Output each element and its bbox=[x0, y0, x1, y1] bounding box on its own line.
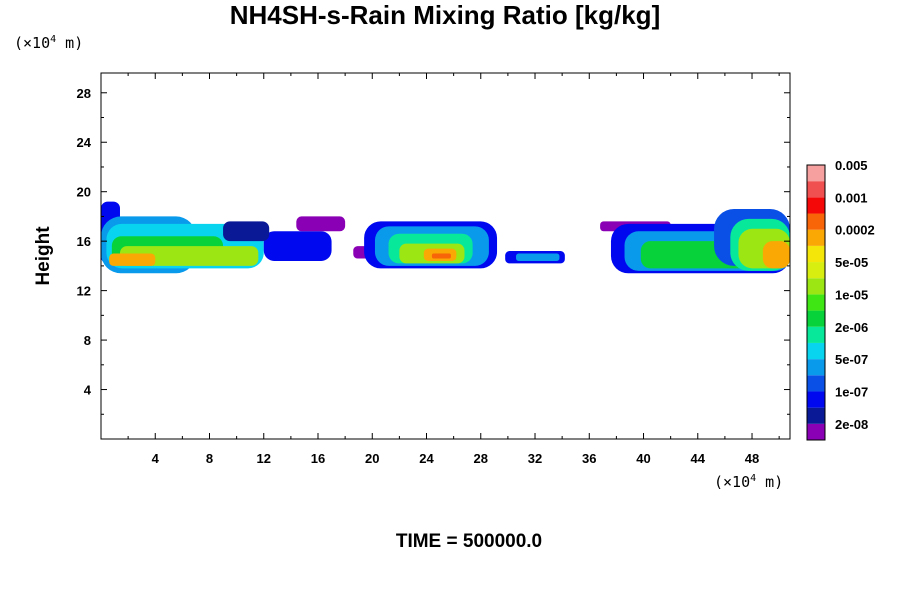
colorbar-label: 2e-06 bbox=[835, 320, 868, 335]
y-tick-label: 12 bbox=[77, 284, 91, 299]
colorbar-frame bbox=[806, 164, 826, 441]
colorbar-label: 0.001 bbox=[835, 190, 868, 205]
colorbar-swatch bbox=[807, 407, 825, 424]
colorbar-swatch bbox=[807, 375, 825, 392]
x-tick-label: 12 bbox=[257, 451, 271, 466]
colorbar-swatch bbox=[807, 262, 825, 279]
colorbar-label: 1e-07 bbox=[835, 384, 868, 399]
x-tick-label: 48 bbox=[745, 451, 759, 466]
x-tick-label: 20 bbox=[365, 451, 379, 466]
colorbar-label: 1e-05 bbox=[835, 287, 868, 302]
contour-region-7 bbox=[223, 221, 270, 242]
y-tick-label: 16 bbox=[77, 234, 91, 249]
x-tick-label: 24 bbox=[419, 451, 434, 466]
y-tick-label: 28 bbox=[77, 86, 91, 101]
colorbar-swatch bbox=[807, 359, 825, 376]
contour-region-25 bbox=[762, 241, 790, 269]
contour-region-6 bbox=[263, 231, 332, 261]
colorbar-swatch bbox=[807, 197, 825, 214]
x-axis-unit: (×104 m) bbox=[714, 473, 784, 491]
y-tick-label: 8 bbox=[84, 333, 91, 348]
colorbar-swatch bbox=[807, 278, 825, 295]
x-axis-ticks: 4 8 12 16 20 24 28 32 36 40 44 48 bbox=[127, 73, 780, 466]
colorbar-swatch bbox=[807, 423, 825, 440]
y-axis-unit: (×104 m) bbox=[14, 34, 84, 52]
colorbar-swatch bbox=[807, 181, 825, 198]
contour-region-5 bbox=[109, 253, 156, 266]
x-tick-label: 40 bbox=[636, 451, 650, 466]
x-tick-label: 4 bbox=[152, 451, 160, 466]
colorbar-swatch bbox=[807, 342, 825, 360]
x-tick-label: 32 bbox=[528, 451, 542, 466]
x-tick-label: 8 bbox=[206, 451, 213, 466]
x-tick-label: 44 bbox=[691, 451, 706, 466]
time-footer: TIME = 500000.0 bbox=[395, 531, 543, 552]
colorbar-label: 5e-05 bbox=[835, 255, 868, 270]
colorbar-label: 0.005 bbox=[835, 158, 868, 173]
y-tick-label: 20 bbox=[77, 185, 91, 200]
y-tick-label: 4 bbox=[84, 383, 92, 398]
x-tick-label: 28 bbox=[474, 451, 488, 466]
colorbar-label: 0.0002 bbox=[835, 223, 875, 238]
colorbar-label: 2e-08 bbox=[835, 417, 868, 432]
colorbar-swatch bbox=[807, 245, 825, 263]
contour-field bbox=[101, 201, 790, 274]
colorbar-swatch bbox=[807, 294, 825, 311]
colorbar-swatch bbox=[807, 213, 825, 230]
colorbar-label: 5e-07 bbox=[835, 352, 868, 367]
y-axis-ticks: 4 8 12 16 20 24 28 bbox=[77, 86, 790, 415]
chart-title: NH4SH-s-Rain Mixing Ratio [kg/kg] bbox=[229, 0, 661, 30]
colorbar-swatch bbox=[807, 326, 825, 343]
colorbar-swatch bbox=[807, 391, 825, 408]
colorbar: 2e-08 1e-07 5e-07 2e-06 1e-05 5e-05 0.0002 0.00… bbox=[806, 158, 875, 441]
x-tick-label: 36 bbox=[582, 451, 596, 466]
y-tick-label: 24 bbox=[77, 135, 92, 150]
colorbar-swatch bbox=[807, 229, 825, 246]
colorbar-swatch bbox=[807, 310, 825, 327]
plot-frame bbox=[100, 72, 791, 440]
contour-region-15 bbox=[431, 253, 451, 259]
x-tick-label: 16 bbox=[311, 451, 325, 466]
contour-region-8 bbox=[296, 216, 346, 232]
colorbar-swatch bbox=[807, 165, 825, 182]
contour-region-17 bbox=[516, 253, 560, 261]
